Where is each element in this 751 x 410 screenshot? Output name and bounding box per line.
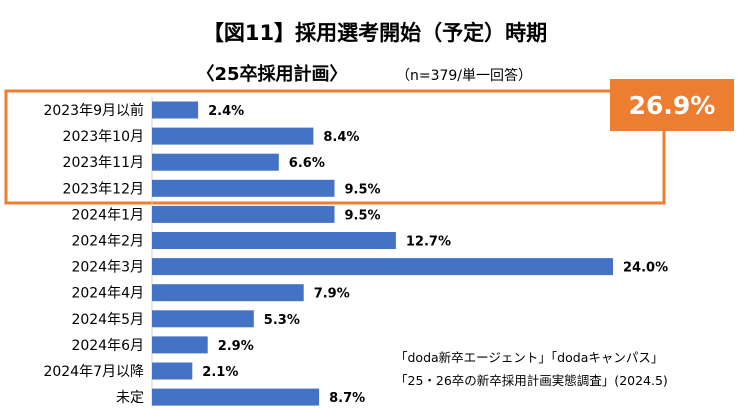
value-label-11: 8.7% xyxy=(329,391,365,406)
value-label-6: 24.0% xyxy=(623,261,668,276)
value-label-7: 7.9% xyxy=(314,287,350,302)
category-label-10: 2024年7月以降 xyxy=(43,364,144,380)
category-label-6: 2024年3月 xyxy=(71,260,144,276)
bar-5 xyxy=(152,232,396,249)
chart-title: 【図11】採用選考開始（予定）時期 xyxy=(203,21,547,45)
highlight-badge xyxy=(610,79,734,131)
bar-2 xyxy=(152,153,279,171)
value-label-4: 9.5% xyxy=(345,208,381,223)
value-label-0: 2.4% xyxy=(208,104,244,119)
value-label-9: 2.9% xyxy=(218,339,254,354)
chart-subtitle: 〈25卒採用計画〉 xyxy=(196,63,347,85)
category-label-3: 2023年12月 xyxy=(63,181,144,197)
value-label-1: 8.4% xyxy=(323,130,359,145)
category-label-1: 2023年10月 xyxy=(63,129,144,145)
bar-8 xyxy=(152,310,254,328)
value-label-3: 9.5% xyxy=(345,182,381,197)
value-labels-layer: 2.4% 8.4% 6.6% 9.5% 9.5% 12.7% 24.0% 7.9% 5.3% 2.… xyxy=(202,104,668,406)
bar-3 xyxy=(152,179,335,197)
chart-subtitle-note: （n=379/単一回答） xyxy=(396,67,532,84)
category-label-7: 2024年4月 xyxy=(71,286,144,302)
highlight-frame xyxy=(4,89,666,205)
value-label-2: 6.6% xyxy=(289,156,325,171)
source-line-2: 「25・26卒の新卒採用計画実態調査」(2024.5) xyxy=(395,373,668,388)
source-line-1: 「doda新卒エージェント」「dodaキャンパス」 xyxy=(395,350,663,365)
bar-1 xyxy=(152,127,314,145)
category-label-4: 2024年1月 xyxy=(71,207,144,223)
category-label-11: 未定 xyxy=(116,390,144,406)
bar-10 xyxy=(152,362,193,380)
bar-9 xyxy=(152,336,208,354)
value-label-8: 5.3% xyxy=(264,313,300,328)
bar-0 xyxy=(152,101,199,119)
category-label-8: 2024年5月 xyxy=(71,312,144,328)
bar-4 xyxy=(152,205,335,223)
bar-6 xyxy=(152,258,613,276)
value-label-10: 2.1% xyxy=(202,365,238,380)
category-labels-layer: 2023年9月以前 2023年10月 2023年11月 2023年12月 2024年1月… xyxy=(43,102,144,406)
value-label-5: 12.7% xyxy=(406,235,451,250)
bars-layer xyxy=(152,101,613,406)
category-label-0: 2023年9月以前 xyxy=(43,102,144,119)
category-label-9: 2024年6月 xyxy=(71,338,144,354)
bar-11 xyxy=(152,388,320,406)
bar-7 xyxy=(152,284,304,302)
highlight-badge-label: 26.9% xyxy=(629,91,716,120)
category-label-2: 2023年11月 xyxy=(63,155,144,171)
category-label-5: 2024年2月 xyxy=(71,234,144,250)
